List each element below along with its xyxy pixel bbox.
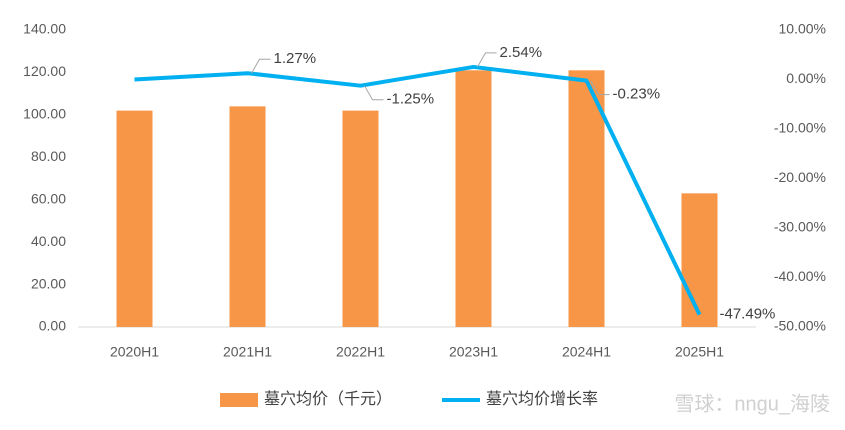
y-tick-label: 20.00 [31,275,66,291]
x-tick-label: 2021H1 [223,344,272,360]
line [134,64,702,316]
x-tick-label: 2022H1 [336,344,385,360]
value-label: -47.49% [720,306,776,323]
bar [681,193,718,327]
y-tick-label: 120.00 [23,63,66,79]
leader-line [251,58,271,74]
y-tick-label: 0.00 [39,318,66,334]
bar [568,70,605,328]
y2-tick-label: -50.00% [774,318,826,334]
bar [116,110,153,327]
legend-label: 墓穴均价（千元） [264,390,392,408]
value-label: -1.25% [387,91,435,108]
y2-tick-label: 0.00% [786,70,826,86]
leader-line [364,85,384,101]
y-tick-label: 140.00 [23,21,66,37]
y2-tick-label: 10.00% [779,21,826,37]
value-label: 1.27% [274,50,317,67]
x-tick-label: 2020H1 [110,344,159,360]
y2-tick-label: -20.00% [774,169,826,185]
value-label: 2.54% [500,44,543,61]
bar [342,110,379,327]
bar [229,106,266,327]
bar [455,70,492,328]
value-label: -0.23% [613,86,661,103]
x-tick-label: 2024H1 [562,344,611,360]
x-tick-label: 2025H1 [675,344,724,360]
watermark: 雪球：nngu_海陵 [674,392,830,415]
y-tick-label: 100.00 [23,106,66,122]
legend-label: 墓穴均价增长率 [486,390,598,408]
y-tick-label: 80.00 [31,148,66,164]
leader-line [477,52,497,68]
legend-swatch [220,393,258,407]
y-tick-label: 60.00 [31,190,66,206]
y2-tick-label: -10.00% [774,120,826,136]
leader-line [590,80,610,96]
y2-tick-label: -30.00% [774,219,826,235]
x-tick-label: 2023H1 [449,344,498,360]
y2-tick-label: -40.00% [774,268,826,284]
y-tick-label: 40.00 [31,233,66,249]
